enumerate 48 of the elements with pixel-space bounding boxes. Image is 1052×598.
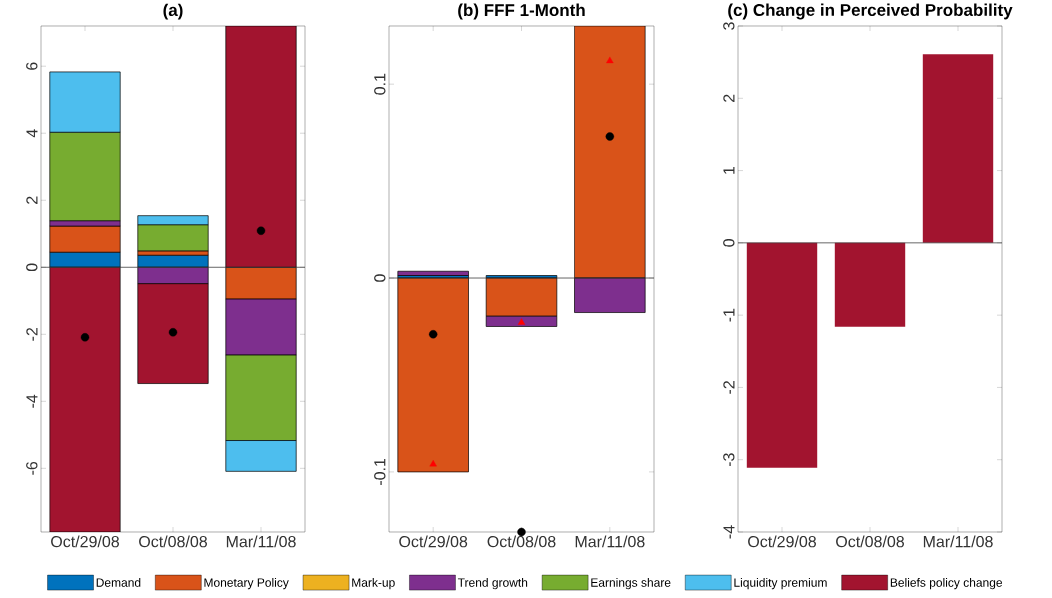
x-tick-label: Oct/29/08: [51, 535, 119, 548]
y-tick-label: -2: [26, 327, 38, 341]
y-tick-label: -6: [26, 461, 38, 475]
point: [517, 318, 526, 325]
y-tick-label: -0.1: [374, 458, 386, 485]
legend-label: Beliefs policy change: [890, 578, 1003, 590]
chart-title: (b) FFF 1-Month: [458, 3, 585, 20]
y-tick-label: 3: [723, 22, 735, 30]
y-tick-label: 0: [26, 263, 38, 272]
x-tick-label: Oct/08/08: [139, 535, 207, 548]
y-tick-label: -1: [723, 308, 735, 322]
bar: [397, 270, 469, 276]
y-tick-label: 0: [723, 239, 735, 247]
x-tick-label: Oct/29/08: [399, 535, 468, 548]
legend-label: Mark-up: [352, 578, 395, 590]
legend-label: Monetary Policy: [204, 578, 289, 590]
chart-title: (c) Change in Perceived Probability: [728, 3, 1013, 20]
chart-title: (a): [163, 3, 183, 20]
y-tick-label: 2: [723, 94, 735, 102]
legend-label: Liquidity premium: [734, 578, 827, 590]
y-tick-label: -4: [723, 525, 735, 539]
x-tick-label: Mar/11/08: [226, 535, 296, 548]
point: [606, 56, 614, 64]
y-tick-label: 4: [26, 129, 38, 138]
y-tick-label: 2: [26, 196, 38, 204]
y-tick-label: 1: [723, 166, 735, 174]
y-tick-label: -3: [723, 453, 735, 467]
legend-label: Demand: [96, 578, 141, 587]
y-tick-label: 6: [26, 62, 38, 70]
point: [80, 333, 90, 342]
point: [168, 328, 178, 337]
point: [428, 330, 438, 339]
point: [256, 226, 266, 235]
bar: [397, 277, 469, 473]
y-tick-label: 0: [374, 274, 386, 282]
x-tick-label: Oct/08/08: [487, 535, 556, 548]
legend-label: Trend growth: [457, 578, 528, 590]
x-tick-label: Oct/08/08: [836, 535, 904, 548]
x-tick-label: Mar/11/08: [575, 535, 645, 548]
bar: [574, 277, 646, 313]
y-tick-label: -4: [26, 394, 38, 408]
y-tick-label: -2: [723, 381, 735, 394]
point: [429, 459, 437, 467]
x-tick-label: Mar/11/08: [923, 535, 993, 548]
point: [605, 132, 615, 141]
legend-label: Earnings share: [591, 578, 671, 590]
y-tick-label: 0.1: [374, 73, 386, 95]
x-tick-label: Oct/29/08: [748, 535, 816, 548]
